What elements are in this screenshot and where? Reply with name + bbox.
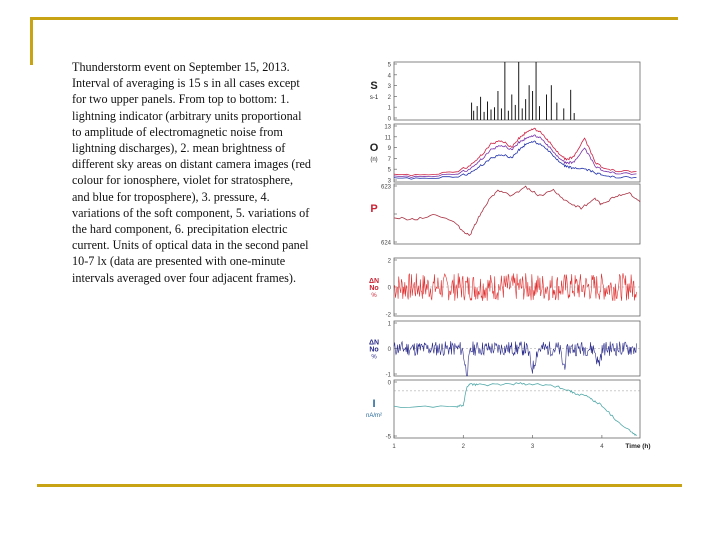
y-tick-label: 623 [381, 185, 392, 191]
panel-label: O [370, 142, 379, 154]
y-tick-label: 0 [388, 347, 392, 353]
y-tick-label: 0 [388, 286, 392, 292]
y-tick-label: -5 [386, 435, 392, 441]
y-tick-label: 7 [388, 157, 392, 163]
panel-unit: s-1 [370, 95, 379, 101]
panel-label: P [370, 203, 377, 215]
y-tick-label: 13 [384, 125, 391, 131]
series-line [393, 185, 641, 236]
y-tick-label: 11 [385, 135, 392, 141]
series-line [393, 272, 637, 302]
panel-label: No [369, 285, 378, 292]
panel-unit: % [371, 355, 377, 361]
y-tick-label: 1 [388, 322, 392, 328]
x-tick-label: 3 [531, 444, 535, 450]
panel-frame [393, 183, 641, 245]
y-tick-label: 5 [388, 63, 392, 69]
y-tick-label: -2 [386, 313, 392, 319]
y-tick-label: 5 [388, 168, 392, 174]
series-line [393, 140, 637, 180]
series-line [393, 382, 637, 437]
y-tick-label: 1 [388, 106, 392, 112]
y-tick-label: 9 [388, 146, 392, 152]
x-axis-label: Time (h) [625, 443, 650, 450]
y-tick-label: 3 [388, 84, 392, 90]
x-tick-label: 2 [462, 444, 466, 450]
bottom-accent-bar [37, 484, 682, 487]
panel-frame [393, 61, 641, 121]
panel-frame [393, 123, 641, 183]
y-tick-label: 2 [388, 259, 392, 265]
y-tick-label: -1 [386, 373, 392, 379]
panel-frame [393, 379, 641, 439]
series-line [393, 134, 637, 178]
panel-unit: % [371, 293, 377, 299]
panel-label: ΔN [369, 278, 379, 285]
left-accent-bar [30, 17, 33, 65]
y-tick-label: 2 [388, 95, 392, 101]
panel-label: ΔN [369, 340, 379, 347]
panel-label: S [370, 80, 377, 92]
x-tick-label: 1 [392, 444, 396, 450]
y-tick-label: 0 [388, 117, 392, 123]
panel-label: I [372, 398, 375, 410]
y-tick-label: 4 [388, 73, 392, 79]
y-tick-label: 0 [388, 381, 392, 387]
panel-label: No [369, 347, 378, 354]
y-tick-label: 3 [388, 179, 392, 185]
y-tick-label: 624 [381, 241, 392, 247]
multi-panel-chart: 543210Ss-113119753O(n)623624P20-2ΔNNo%10… [366, 61, 651, 450]
series-line [393, 340, 637, 377]
panel-unit: (n) [370, 157, 377, 163]
top-accent-bar [30, 17, 678, 20]
panel-unit: nA/m² [366, 413, 382, 419]
series-line [393, 127, 637, 177]
figure-caption: Thunderstorm event on September 15, 2013… [72, 60, 312, 285]
x-tick-label: 4 [600, 444, 604, 450]
